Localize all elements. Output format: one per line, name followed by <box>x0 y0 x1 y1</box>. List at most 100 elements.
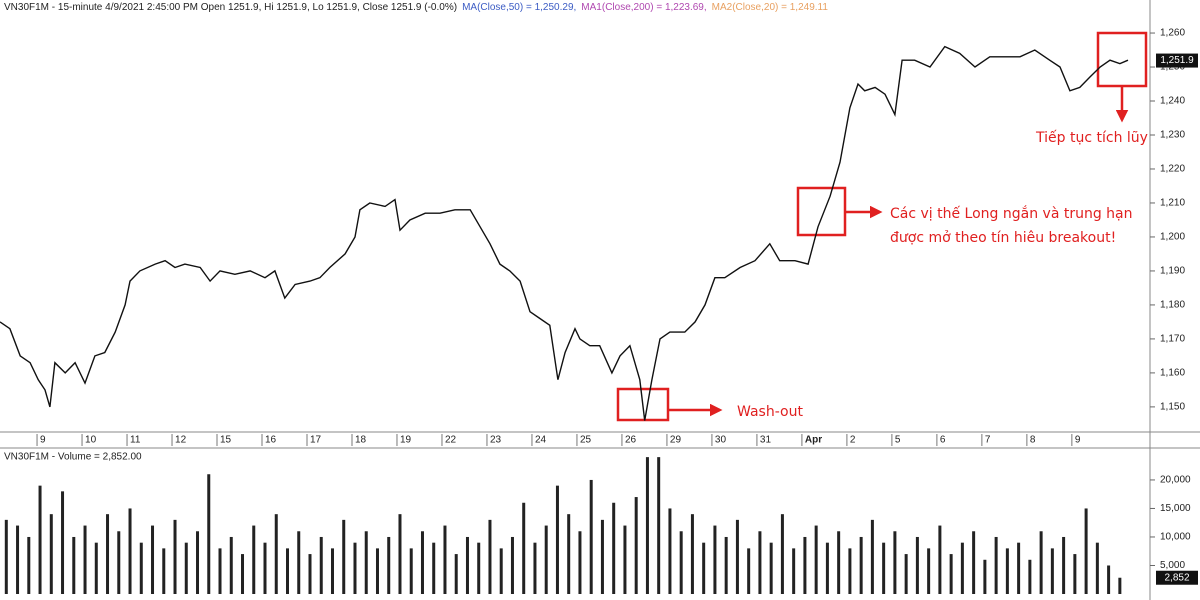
y-tick-label: 1,260 <box>1160 28 1185 39</box>
last-value-box <box>1156 570 1198 585</box>
volume-bar <box>286 548 289 594</box>
y-tick-label: 1,240 <box>1160 96 1185 107</box>
indicator-label: MA1(Close,200) = 1,223.69, <box>581 2 706 13</box>
volume-bar <box>499 548 503 594</box>
volume-bar <box>207 474 211 594</box>
x-tick-label: 7 <box>985 435 991 446</box>
annotation-text: Wash-out <box>737 404 803 420</box>
volume-bar <box>735 519 739 594</box>
volume-bar <box>792 548 796 594</box>
x-tick-label: 18 <box>355 435 367 446</box>
volume-bar <box>960 542 964 594</box>
volume-bar <box>218 548 222 594</box>
volume-bar <box>904 554 908 594</box>
volume-bar <box>432 542 436 594</box>
volume-bar <box>128 508 132 594</box>
volume-bar <box>49 514 53 594</box>
volume-bar <box>342 519 346 594</box>
annotation-box <box>616 387 670 422</box>
x-tick-label: 6 <box>940 435 946 446</box>
volume-bar <box>1118 577 1122 594</box>
y-tick-label: 1,190 <box>1160 266 1185 277</box>
volume-bar <box>612 502 616 594</box>
volume-bar <box>477 542 481 594</box>
volume-bar <box>994 536 998 594</box>
annotation-text: Tiếp tục tích lũy <box>1035 129 1148 146</box>
volume-bar <box>117 531 121 594</box>
volume-bar <box>1039 531 1043 594</box>
header: VN30F1M - 15-minute 4/9/2021 2:45:00 PM … <box>4 2 828 13</box>
volume-title: VN30F1M - Volume = 2,852.00 <box>4 452 142 463</box>
volume-bar <box>465 536 469 594</box>
volume-bar <box>196 531 200 594</box>
volume-bar <box>139 542 143 594</box>
y-tick-label: 10,000 <box>1160 532 1191 543</box>
volume-bar <box>702 542 706 594</box>
volume-bar <box>938 525 942 594</box>
y-tick-label: 1,210 <box>1160 198 1185 209</box>
y-tick-label: 1,220 <box>1160 164 1185 175</box>
volume-bar <box>837 531 841 594</box>
x-tick-label: 31 <box>760 435 772 446</box>
volume-bar <box>1050 548 1054 594</box>
y-tick-label: 1,230 <box>1160 130 1185 141</box>
volume-bar <box>1005 548 1009 594</box>
volume-bar <box>398 514 402 594</box>
volume-bar <box>151 525 155 594</box>
x-tick-label: 19 <box>400 435 412 446</box>
volume-bar <box>690 514 694 594</box>
volume-bar <box>668 508 672 594</box>
volume-bar <box>679 531 683 594</box>
indicator-label: MA2(Close,20) = 1,249.11 <box>712 2 829 13</box>
x-tick-label: 12 <box>175 435 187 446</box>
volume-bar <box>882 542 886 594</box>
volume-bar <box>364 531 368 594</box>
volume-bar <box>319 536 323 594</box>
volume-bar <box>274 514 278 594</box>
volume-bar <box>308 554 312 594</box>
volume-bar <box>589 479 593 594</box>
x-tick-label: 29 <box>670 435 682 446</box>
volume-bar <box>522 502 526 594</box>
volume-bar <box>949 554 953 594</box>
x-tick-label: 15 <box>220 435 232 446</box>
volume-bar <box>94 542 98 594</box>
volume-bar <box>61 491 65 594</box>
volume-bar <box>387 536 391 594</box>
volume-bar <box>1084 508 1088 594</box>
price-line <box>0 45 1129 421</box>
last-value-box <box>1156 53 1198 68</box>
volume-bar <box>825 542 829 594</box>
x-tick-label: 9 <box>40 435 46 446</box>
y-tick-label: 5,000 <box>1160 560 1185 571</box>
volume-bar <box>927 548 931 594</box>
y-tick-label: 1,160 <box>1160 368 1185 379</box>
volume-bar <box>983 559 987 594</box>
volume-bar <box>870 519 874 594</box>
volume-bar <box>353 542 357 594</box>
volume-bar <box>555 485 559 594</box>
last-value-label: 1,251.9 <box>1160 55 1194 66</box>
volume-bar <box>578 531 582 594</box>
x-tick-label: 11 <box>130 435 141 446</box>
y-tick-label: 1,170 <box>1160 334 1185 345</box>
volume-bar <box>1017 542 1021 594</box>
x-tick-label: 2 <box>850 435 856 446</box>
last-value-label: 2,852 <box>1164 572 1189 583</box>
x-tick-label: 25 <box>580 435 592 446</box>
x-tick-label: 30 <box>715 435 727 446</box>
volume-bar <box>4 519 8 594</box>
volume-bar <box>623 525 627 594</box>
volume-bar <box>297 531 301 594</box>
volume-bar <box>1062 536 1066 594</box>
volume-bar <box>915 536 919 594</box>
volume-bar <box>544 525 548 594</box>
x-tick-label: 26 <box>625 435 637 446</box>
volume-bar <box>893 531 897 594</box>
volume-bar <box>657 457 661 594</box>
x-tick-label: 24 <box>535 435 547 446</box>
volume-bar <box>814 525 818 594</box>
volume-bar <box>780 514 784 594</box>
y-tick-label: 20,000 <box>1160 475 1191 486</box>
